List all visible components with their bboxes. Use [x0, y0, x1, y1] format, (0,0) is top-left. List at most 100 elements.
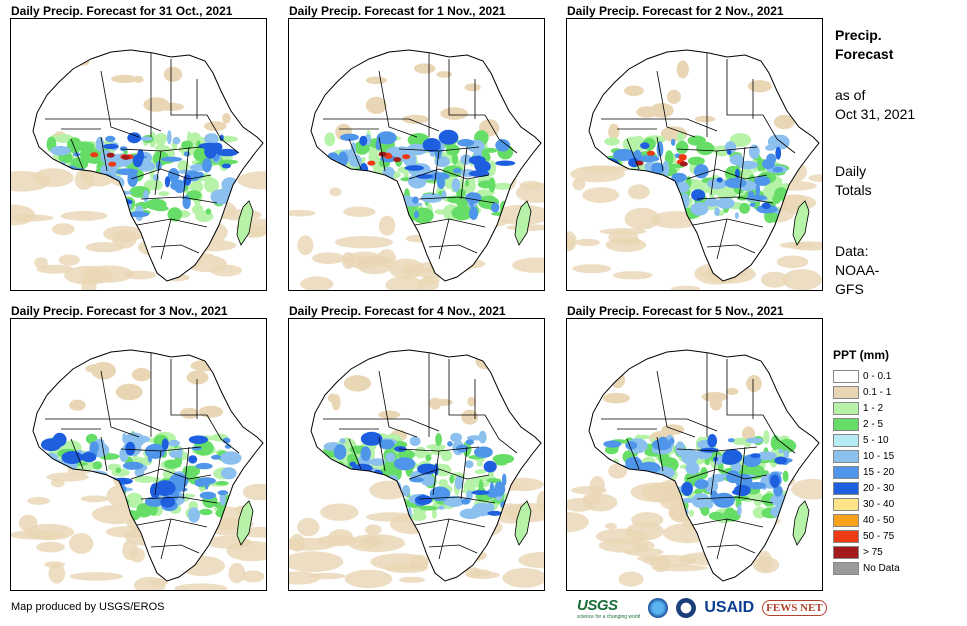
rain-cell — [419, 505, 438, 511]
dry-patch — [436, 71, 453, 78]
country-border — [448, 359, 485, 416]
rain-cell — [604, 137, 620, 146]
country-border — [432, 450, 440, 496]
rain-cell — [341, 497, 356, 503]
rain-cell — [211, 142, 223, 152]
rain-cell — [390, 200, 401, 212]
country-border — [378, 370, 418, 438]
rain-cell — [747, 482, 767, 490]
rain-cell — [52, 202, 63, 208]
ocean-drizzle-patch — [44, 561, 66, 568]
rain-cell — [471, 178, 476, 183]
rain-cell — [699, 447, 719, 453]
ocean-drizzle-patch — [242, 483, 266, 501]
ocean-drizzle-patch — [328, 529, 354, 545]
rain-cell — [772, 166, 784, 173]
rain-cell — [41, 438, 62, 452]
africa-map-graphic — [567, 349, 822, 587]
heavy-rain-cell — [106, 152, 115, 158]
rain-cell — [182, 195, 191, 210]
ocean-drizzle-patch — [671, 285, 701, 290]
africa-map-graphic — [289, 349, 544, 589]
country-border — [70, 138, 84, 170]
heavy-rain-cell — [108, 161, 117, 167]
rain-cell — [111, 198, 133, 206]
rain-cell — [414, 495, 433, 505]
rain-cell — [414, 210, 419, 219]
rain-cell — [220, 467, 237, 480]
ocean-drizzle-patch — [757, 550, 772, 573]
country-border — [696, 196, 774, 204]
ocean-drizzle-patch — [343, 206, 376, 217]
ocean-drizzle-patch — [515, 182, 544, 203]
rain-cell — [134, 475, 157, 483]
precip-map-1 — [10, 18, 267, 291]
rain-cell — [87, 193, 103, 207]
rain-cell — [195, 462, 213, 470]
legend-swatch — [833, 545, 859, 559]
rain-cell — [613, 148, 635, 161]
rain-cell — [774, 456, 788, 465]
country-border — [686, 168, 768, 180]
ocean-drizzle-patch — [27, 496, 50, 505]
dry-patch — [76, 58, 90, 66]
rain-cell — [84, 205, 106, 211]
rain-cell — [412, 196, 419, 204]
ocean-drizzle-patch — [289, 533, 305, 552]
usgs-tagline: science for a changing world — [577, 613, 641, 620]
forecast-title-line1: Precip. — [835, 27, 882, 43]
dry-patch — [91, 361, 116, 380]
rain-cell — [49, 193, 70, 203]
country-border — [438, 518, 450, 560]
legend-item: 20 - 30 — [833, 480, 953, 496]
legend-label: 0 - 0.1 — [863, 370, 892, 382]
legend-item: 0.1 - 1 — [833, 384, 953, 400]
rain-cell — [222, 437, 231, 444]
rain-cell — [668, 193, 675, 207]
ocean-drizzle-patch — [401, 264, 416, 278]
rain-cell — [410, 512, 427, 521]
rain-cell — [734, 212, 739, 219]
rain-cell — [429, 172, 450, 181]
rain-cell — [397, 449, 415, 460]
rain-cell — [210, 189, 232, 205]
as-of-value: Oct 31, 2021 — [835, 106, 916, 122]
dry-patch — [773, 114, 795, 130]
precip-map-3 — [566, 18, 823, 291]
ocean-drizzle-patch — [297, 235, 314, 256]
country-border — [182, 146, 190, 200]
dry-patch — [203, 121, 227, 131]
rain-cell — [714, 207, 720, 217]
ocean-drizzle-patch — [627, 184, 650, 200]
rain-cell — [221, 177, 239, 193]
rain-cell — [483, 460, 497, 473]
rain-cell — [167, 439, 180, 447]
rain-cell — [355, 491, 364, 502]
rain-cell — [325, 465, 342, 473]
ocean-drizzle-patch — [567, 512, 589, 533]
coastline — [32, 49, 264, 282]
dry-patch — [440, 107, 468, 120]
rain-cell — [64, 195, 86, 204]
rain-cell — [465, 192, 482, 204]
rain-cell — [167, 168, 180, 183]
rain-cell — [727, 438, 735, 443]
rain-cell — [199, 508, 213, 516]
rain-cell — [47, 505, 66, 515]
rain-cell — [381, 190, 400, 202]
rain-cell — [385, 195, 395, 201]
rain-cell — [68, 197, 87, 209]
rain-cell — [191, 160, 197, 165]
rain-cell — [164, 176, 170, 188]
legend-title: PPT (mm) — [833, 348, 890, 362]
ocean-drizzle-patch — [399, 576, 425, 583]
rain-cell — [716, 177, 723, 183]
rain-cell — [183, 151, 190, 157]
rain-cell — [156, 134, 166, 148]
ocean-drizzle-patch — [11, 204, 36, 226]
ocean-drizzle-patch — [572, 264, 612, 274]
rain-cell — [335, 205, 343, 219]
country-border — [738, 146, 746, 200]
ocean-drizzle-patch — [808, 174, 822, 182]
legend-swatch — [833, 529, 859, 543]
